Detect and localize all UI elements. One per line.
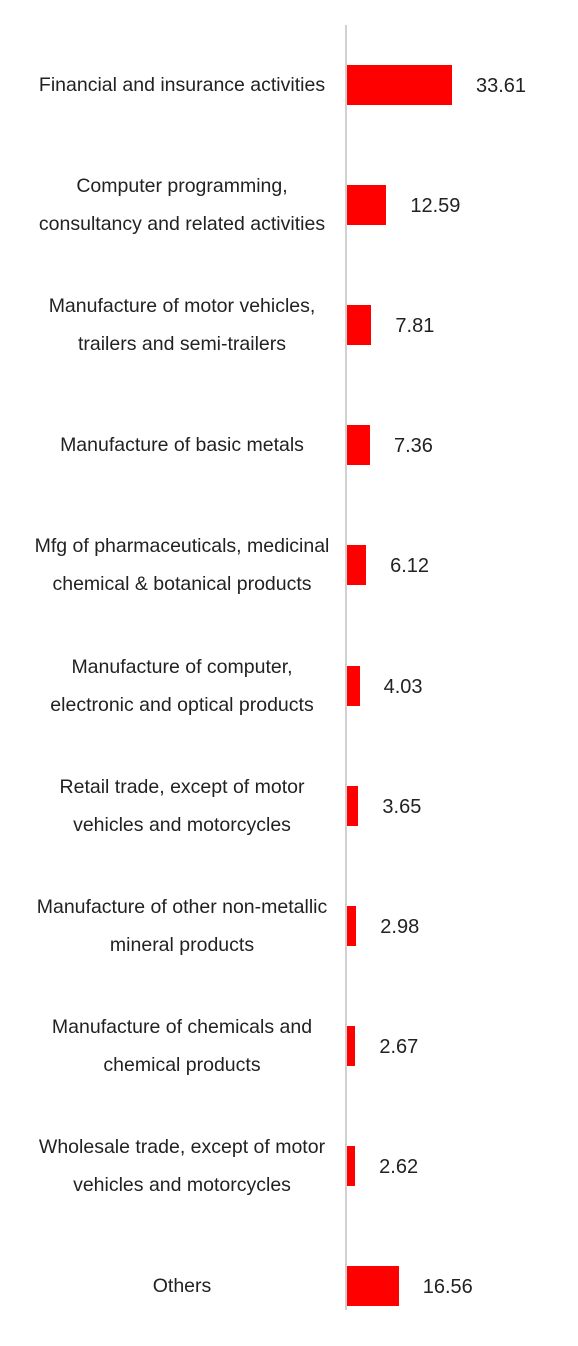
category-label: Manufacture of basic metals <box>60 434 304 457</box>
category-label: Manufacture of other non-metallic minera… <box>36 895 328 956</box>
bar <box>347 1025 356 1066</box>
value-label: 7.81 <box>395 315 435 338</box>
value-label: 33.61 <box>476 75 527 97</box>
value-label: 12.59 <box>410 195 461 218</box>
category-label: Mfg of pharmaceuticals, medicinal chemic… <box>34 535 330 596</box>
bar <box>347 305 372 346</box>
value-label: 7.36 <box>393 435 433 458</box>
category-label: Computer programming, consultancy and re… <box>38 175 326 236</box>
bar <box>347 785 359 826</box>
category-label: Wholesale trade, except of motor vehicle… <box>38 1135 326 1196</box>
value-label: 2.67 <box>379 1035 419 1058</box>
value-label: 2.62 <box>379 1155 419 1178</box>
category-label: Retail trade, except of motor vehicles a… <box>59 775 305 836</box>
bar <box>347 545 367 586</box>
category-label: Manufacture of chemicals and chemical pr… <box>51 1015 313 1076</box>
bar <box>347 425 370 466</box>
value-label: 2.98 <box>380 915 420 938</box>
bar <box>347 665 360 706</box>
bar <box>347 65 452 105</box>
category-label: Manufacture of computer, electronic and … <box>50 655 314 716</box>
bar <box>347 1145 356 1186</box>
value-label: 16.56 <box>422 1276 473 1298</box>
bar <box>347 1266 399 1306</box>
category-label: Financial and insurance activities <box>38 74 326 96</box>
category-label: Manufacture of motor vehicles, trailers … <box>48 295 316 356</box>
axis-line <box>345 25 347 1310</box>
category-label: Others <box>152 1275 212 1297</box>
value-label: 6.12 <box>390 555 430 578</box>
bar <box>347 185 387 226</box>
bar <box>347 905 357 946</box>
value-label: 3.65 <box>382 795 422 818</box>
value-label: 4.03 <box>383 675 423 698</box>
